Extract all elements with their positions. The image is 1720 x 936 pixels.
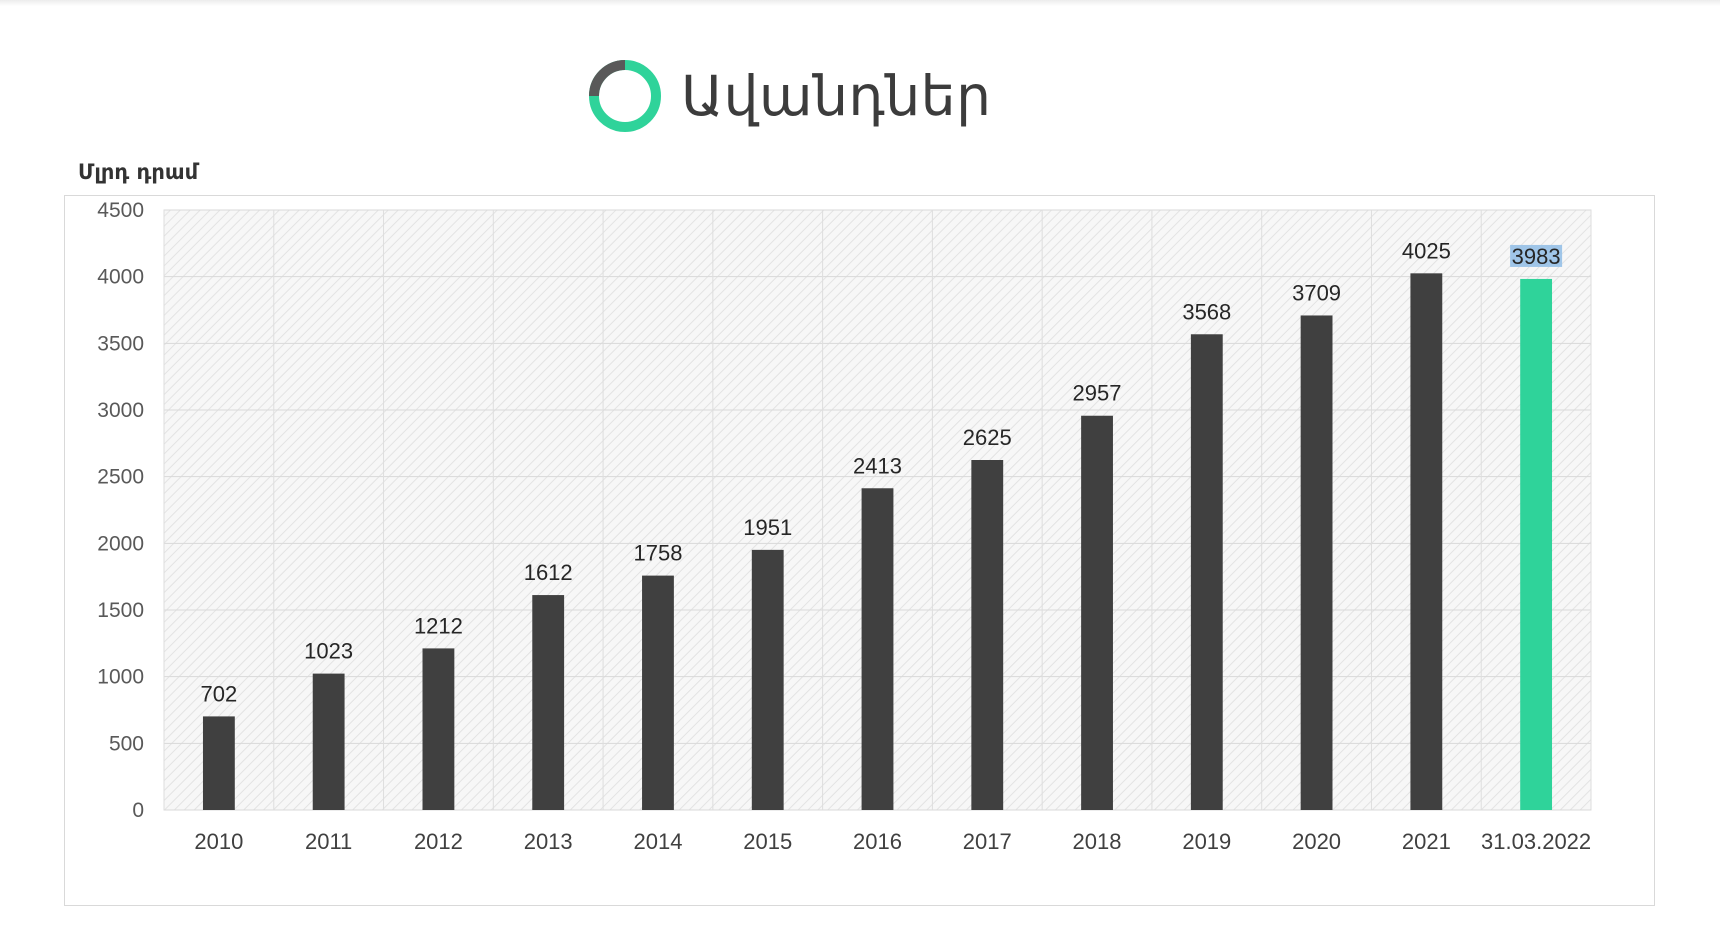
x-tick-label: 31.03.2022 (1481, 829, 1591, 854)
bar-series (202, 273, 1553, 810)
y-tick-label: 3000 (97, 399, 144, 422)
bar-2015 (751, 549, 784, 810)
x-tick-label: 2014 (633, 829, 682, 854)
ring-logo-accent (589, 60, 626, 97)
data-label: 3709 (1292, 280, 1341, 305)
x-tick-label: 2017 (963, 829, 1012, 854)
x-tick-label: 2020 (1292, 829, 1341, 854)
bar-chart: 0 500 1000 1500 2000 2500 3000 3500 4000 4500 702… (97, 199, 1592, 854)
data-label: 1612 (524, 560, 573, 585)
data-label: 3568 (1182, 299, 1231, 324)
x-tick-label: 2018 (1073, 829, 1122, 854)
data-label: 2413 (853, 453, 902, 478)
chart-frame: 0 500 1000 1500 2000 2500 3000 3500 4000 4500 702… (64, 195, 1655, 906)
bar-2014 (642, 575, 674, 810)
bar-2017 (971, 460, 1004, 810)
x-tick-label: 2019 (1182, 829, 1231, 854)
x-tick-label: 2013 (524, 829, 573, 854)
data-labels: 702 1023 1212 1612 1758 1951 2413 2625 2957 3568 3… (201, 238, 1563, 706)
bar-2013 (532, 595, 565, 810)
x-tick-label: 2016 (853, 829, 902, 854)
y-axis-unit-label: Մլրդ դրամ (78, 160, 199, 184)
y-axis-tick-labels: 0 500 1000 1500 2000 2500 3000 3500 4000 4500 (97, 199, 144, 822)
bar-2020 (1300, 315, 1333, 810)
page-title: Ավանդներ (681, 64, 992, 128)
data-label: 2957 (1073, 381, 1122, 406)
data-label: 1758 (633, 541, 682, 566)
x-axis-category-labels: 2010 2011 2012 2013 2014 2015 2016 2017 2018 2019… (194, 829, 1591, 854)
y-tick-label: 3500 (97, 332, 144, 355)
vertical-gridlines (163, 210, 1592, 810)
top-shadow (0, 0, 1720, 6)
data-label: 1951 (743, 515, 792, 540)
y-tick-label: 0 (132, 799, 144, 822)
bar-2019 (1190, 334, 1223, 810)
ring-logo-icon (589, 60, 661, 132)
y-tick-label: 500 (109, 732, 144, 755)
data-label: 702 (201, 681, 238, 706)
bar-2021 (1410, 273, 1443, 810)
bar-2016 (861, 488, 894, 810)
data-label: 1023 (304, 639, 353, 664)
data-label-highlight (1510, 244, 1563, 267)
data-label: 2625 (963, 425, 1012, 450)
y-tick-label: 1500 (97, 599, 144, 622)
y-tick-label: 1000 (97, 666, 144, 689)
data-label: 3983 (1512, 244, 1561, 269)
x-tick-label: 2015 (743, 829, 792, 854)
y-tick-label: 2000 (97, 532, 144, 555)
x-tick-label: 2012 (414, 829, 463, 854)
x-tick-label: 2021 (1402, 829, 1451, 854)
bar-2010 (202, 716, 235, 810)
y-tick-label: 4500 (97, 199, 144, 222)
x-tick-label: 2010 (194, 829, 243, 854)
x-tick-label: 2011 (305, 829, 352, 854)
data-label: 1212 (414, 613, 463, 638)
y-tick-label: 4000 (97, 266, 144, 289)
bar-2011 (312, 673, 345, 810)
bar-2012 (422, 648, 455, 810)
title-block: Ավանդներ (585, 56, 991, 136)
data-label: 4025 (1402, 238, 1451, 263)
bar-31.03.2022 (1520, 278, 1553, 810)
bar-2018 (1081, 415, 1113, 810)
y-tick-label: 2500 (97, 466, 144, 489)
